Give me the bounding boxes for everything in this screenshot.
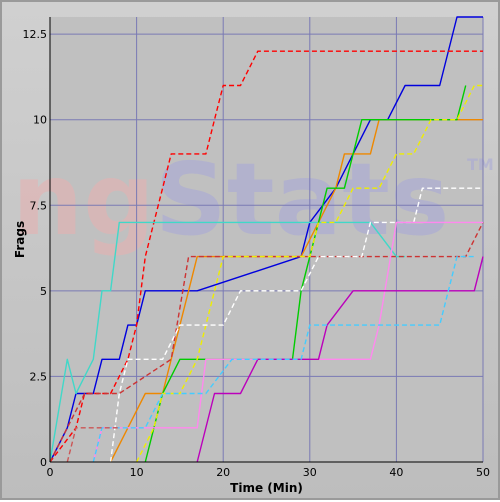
x-tick-label: 20 [216, 466, 230, 479]
series-line-6 [144, 85, 467, 463]
y-tick-label: 2.5 [30, 370, 48, 383]
y-tick-label: 12.5 [23, 28, 48, 41]
tick-labels: 0 10 20 30 40 50 0 2.5 5 7.5 10 12.5 [23, 28, 491, 479]
watermark-trademark: TM [467, 155, 494, 174]
series-line-5 [49, 222, 484, 463]
series-line-12 [66, 427, 120, 463]
x-tick-label: 40 [389, 466, 403, 479]
y-tick-label: 0 [40, 456, 47, 469]
plot-area [50, 17, 483, 462]
y-tick-label: 7.5 [30, 199, 48, 212]
y-tick-label: 5 [40, 285, 47, 298]
series-line-11 [92, 255, 475, 463]
series-line-10 [196, 256, 484, 463]
y-axis-title: Frags [13, 221, 27, 258]
y-tick-label: 10 [33, 114, 47, 127]
series-lines [49, 16, 484, 463]
x-tick-label: 30 [303, 466, 317, 479]
watermark-text: ngStats [12, 141, 449, 258]
x-tick-label: 10 [130, 466, 144, 479]
x-axis-title: Time (Min) [230, 481, 303, 495]
x-tick-label: 50 [476, 466, 490, 479]
series-line-3 [49, 221, 406, 463]
watermark: ngStats TM [12, 141, 494, 258]
x-tick-label: 0 [47, 466, 54, 479]
axes [49, 17, 483, 463]
